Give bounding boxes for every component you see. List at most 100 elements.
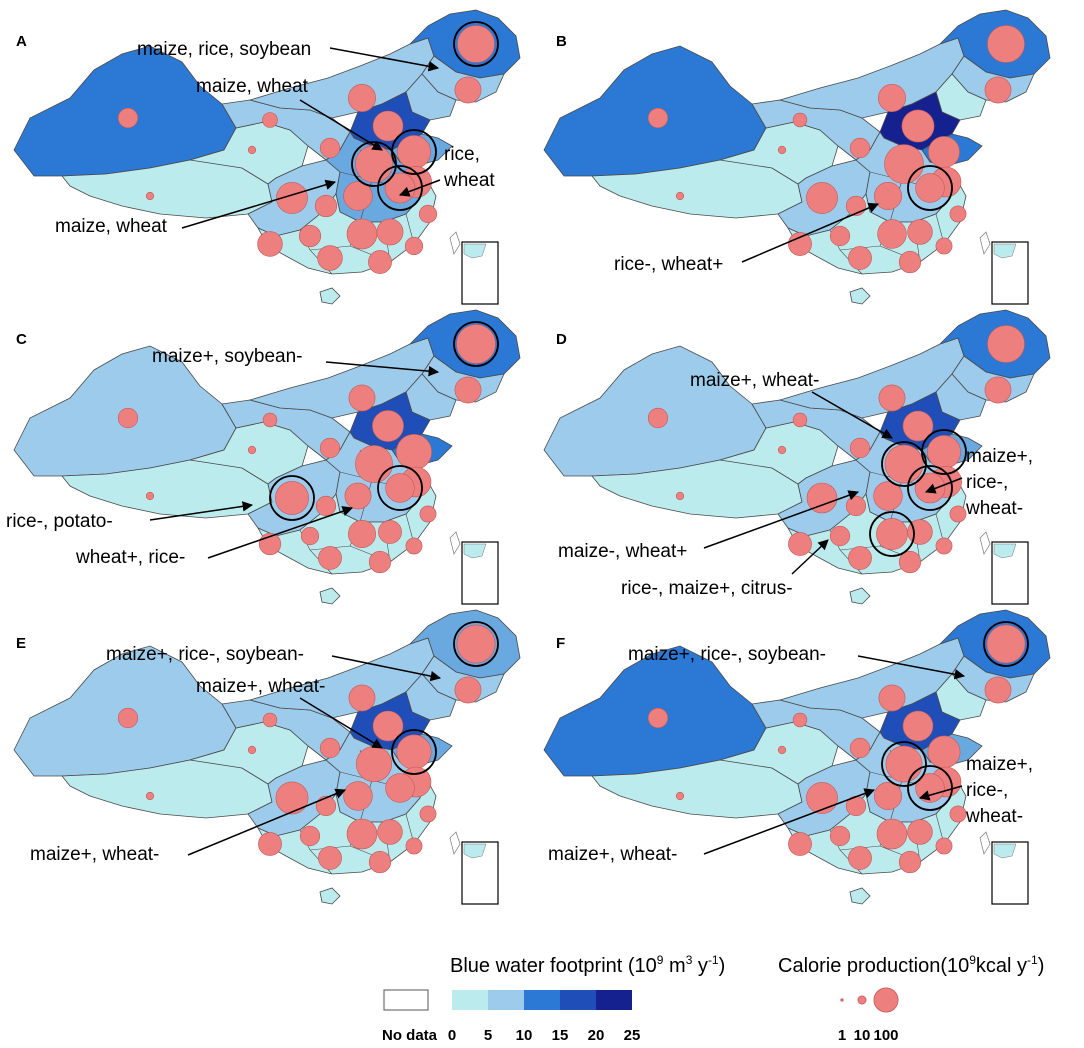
calorie-bubble bbox=[454, 676, 482, 704]
calorie-bubble bbox=[385, 473, 415, 503]
inset-land bbox=[463, 843, 487, 859]
legend-ticks: 0 5 10 15 20 25 bbox=[448, 1027, 641, 1044]
calorie-bubble bbox=[318, 546, 342, 570]
annotation-label: maize+, wheat- bbox=[196, 676, 325, 697]
calorie-bubble bbox=[873, 182, 902, 211]
annotation-label: maize, rice, soybean bbox=[137, 39, 311, 60]
annotation-label: maize+, rice-, soybean- bbox=[106, 644, 304, 665]
legend-tick-label: 0 bbox=[448, 1027, 456, 1044]
calorie-bubble bbox=[877, 219, 907, 249]
calorie-bubble bbox=[915, 173, 945, 203]
calorie-bubble bbox=[788, 532, 812, 556]
province-border bbox=[307, 745, 327, 761]
legend-blue-water-footprint: Blue water footprint (109 m3 y-1) No dat… bbox=[382, 953, 725, 1044]
calorie-bubble bbox=[145, 191, 155, 201]
calorie-bubble bbox=[378, 520, 402, 544]
calorie-bubble bbox=[262, 712, 278, 728]
highlight-circle bbox=[907, 765, 953, 811]
highlight-circle bbox=[391, 729, 437, 775]
island-outline bbox=[979, 231, 991, 255]
calorie-bubble bbox=[902, 410, 934, 442]
calorie-bubble bbox=[117, 107, 139, 129]
calorie-bubble bbox=[385, 773, 415, 803]
calorie-bubble bbox=[914, 472, 946, 504]
island-outline bbox=[979, 831, 991, 855]
highlight-circle bbox=[881, 741, 927, 787]
calorie-bubble bbox=[806, 782, 838, 814]
calorie-bubble bbox=[877, 84, 906, 113]
annotation-arrow bbox=[329, 47, 440, 72]
highlight-circle bbox=[907, 465, 953, 511]
annotation-label: rice-, wheat+ bbox=[614, 254, 723, 275]
calorie-bubble bbox=[247, 745, 257, 755]
legend-tick-label: 5 bbox=[484, 1027, 492, 1044]
calorie-bubble bbox=[355, 445, 393, 483]
calorie-bubble bbox=[788, 832, 812, 856]
calorie-bubble bbox=[848, 246, 872, 270]
province-hainan bbox=[849, 287, 871, 305]
annotation-label: rice-, maize+, citrus- bbox=[621, 578, 793, 599]
panel-letter: B bbox=[556, 33, 567, 50]
calorie-bubble bbox=[348, 384, 376, 412]
annotation-arrow bbox=[703, 490, 859, 549]
calorie-bubble bbox=[984, 676, 1012, 704]
annotation-label: rice-, potato- bbox=[6, 511, 113, 532]
calorie-bubble bbox=[368, 250, 392, 274]
highlight-circle bbox=[377, 465, 423, 511]
calorie-bubble bbox=[347, 84, 376, 113]
legend-title: Blue water footprint (109 m3 y-1) bbox=[450, 953, 725, 977]
calorie-bubble bbox=[984, 376, 1012, 404]
calorie-bubble bbox=[258, 832, 282, 856]
annotation-arrow bbox=[918, 785, 963, 801]
calorie-bubble bbox=[343, 781, 373, 811]
annotation-arrow bbox=[325, 361, 440, 377]
calorie-bubble bbox=[347, 520, 376, 549]
calorie-bubble bbox=[419, 505, 437, 523]
panel-letter: A bbox=[16, 33, 27, 50]
annotation-label: maize-, wheat+ bbox=[558, 541, 687, 562]
annotation-arrow bbox=[791, 539, 829, 575]
panel-e: E maize+, rice-, soybean- maize+, wheat-… bbox=[13, 609, 521, 905]
calorie-bubble bbox=[405, 837, 423, 855]
calorie-bubble bbox=[878, 684, 906, 712]
calorie-bubble bbox=[878, 384, 906, 412]
calorie-bubble bbox=[849, 737, 871, 759]
annotation-arrow bbox=[181, 179, 337, 229]
highlight-circle bbox=[453, 321, 499, 367]
panel-letter: F bbox=[556, 635, 565, 652]
highlight-circle bbox=[869, 511, 915, 557]
annotation-arrow bbox=[925, 477, 963, 494]
calorie-bubble bbox=[419, 805, 437, 823]
calorie-bubble bbox=[405, 537, 423, 555]
legend-color-swatch bbox=[452, 990, 488, 1010]
legend-tick-label: 25 bbox=[624, 1027, 641, 1044]
calorie-bubble bbox=[355, 746, 392, 783]
calorie-bubble bbox=[806, 182, 838, 214]
legend-tick-label: 15 bbox=[552, 1027, 569, 1044]
panel-letter: D bbox=[556, 331, 567, 348]
calorie-bubble bbox=[346, 218, 378, 250]
annotation-label: maize+, soybean- bbox=[152, 346, 303, 367]
province-border bbox=[837, 145, 857, 161]
annotation-label: maize+, wheat- bbox=[548, 844, 677, 865]
annotation-label: wheat bbox=[443, 170, 495, 191]
legend-color-swatch bbox=[488, 990, 524, 1010]
province-border bbox=[307, 145, 327, 161]
annotation-arrow bbox=[299, 697, 383, 749]
calorie-bubble bbox=[986, 624, 1026, 664]
calorie-bubble bbox=[901, 109, 935, 143]
calorie-bubble bbox=[404, 236, 424, 256]
annotation-arrow bbox=[207, 506, 353, 559]
annotation-arrow bbox=[703, 788, 875, 855]
calorie-bubble bbox=[319, 437, 341, 459]
calorie-bubble bbox=[454, 376, 482, 404]
calorie-bubble bbox=[456, 324, 496, 364]
calorie-bubble bbox=[849, 137, 871, 159]
annotation-label: wheat- bbox=[965, 498, 1023, 519]
calorie-bubble bbox=[145, 491, 155, 501]
calorie-bubble bbox=[247, 445, 257, 455]
calorie-bubble bbox=[873, 481, 903, 511]
calorie-bubble bbox=[949, 805, 967, 823]
inset-land bbox=[993, 843, 1017, 859]
legend-bubble-label: 1 bbox=[838, 1027, 846, 1044]
